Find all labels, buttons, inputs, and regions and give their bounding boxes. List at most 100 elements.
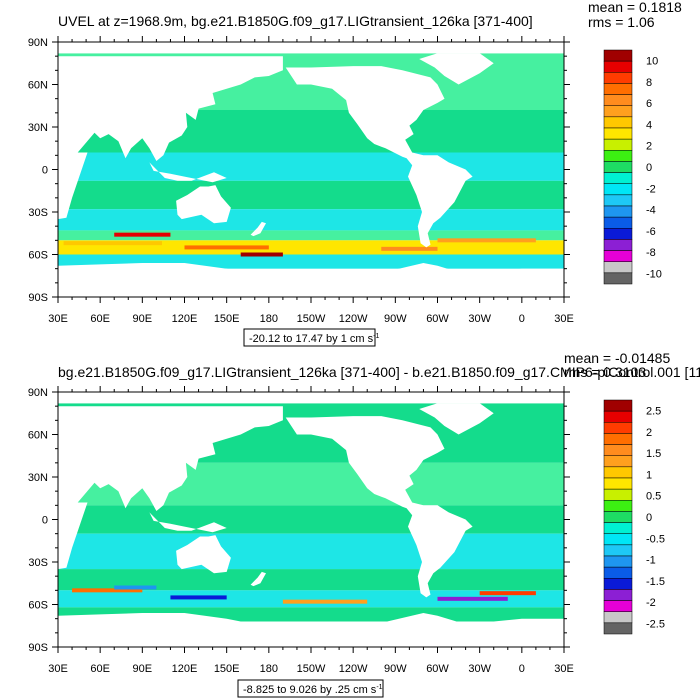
lon-tick-label: 60E	[90, 663, 110, 675]
lat-tick-label: 30N	[28, 472, 48, 484]
colorbar-swatch	[603, 455, 633, 468]
colorbar-label: 2	[646, 427, 652, 439]
land-mask	[176, 185, 231, 224]
lat-tick-label: 60N	[28, 430, 48, 442]
colorbar-swatch	[603, 399, 633, 412]
lat-tick-label: 30N	[28, 122, 48, 134]
lon-tick-label: 90W	[384, 313, 407, 325]
current-streak	[479, 591, 536, 596]
colorbar-swatch	[603, 49, 633, 62]
colorbar-label: 4	[646, 119, 652, 131]
colorbar-swatch	[603, 622, 633, 635]
colorbar-label: -4	[646, 205, 656, 217]
current-streak	[170, 595, 227, 600]
colorbar-label: 1.5	[646, 448, 661, 460]
colorbar-swatch	[603, 239, 633, 251]
lat-tick-label: 0	[42, 165, 48, 177]
range-label: -20.12 to 17.47 by 1 cm s	[249, 333, 374, 345]
land-mask	[58, 56, 283, 220]
colorbar-label: 2	[646, 141, 652, 153]
ocean-band	[58, 505, 564, 534]
land-mask	[149, 162, 227, 183]
panel-title: UVEL at z=1968.9m, bg.e21.B1850G.f09_g17…	[58, 13, 533, 29]
lat-tick-label: 0	[42, 515, 48, 527]
colorbar-swatch	[603, 83, 633, 95]
lon-tick-label: 120E	[172, 663, 198, 675]
lon-tick-label: 150E	[214, 313, 240, 325]
lon-tick-label: 30E	[48, 313, 68, 325]
colorbar-swatch	[603, 72, 633, 84]
colorbar-swatch	[603, 194, 633, 207]
colorbar-label: 0	[646, 512, 652, 524]
lon-tick-label: 30W	[468, 663, 491, 675]
current-streak	[296, 249, 410, 254]
stat-rms: rms = 0.3103	[564, 364, 646, 380]
lon-tick-label: 90E	[133, 313, 153, 325]
colorbar-label: 8	[646, 77, 652, 89]
range-box: -20.12 to 17.47 by 1 cm s-1	[243, 328, 379, 347]
range-label: -8.825 to 9.026 by .25 cm s	[243, 684, 377, 696]
stat-mean: mean = -0.01485	[564, 350, 670, 366]
land-mask	[419, 403, 494, 435]
land-mask	[58, 392, 564, 404]
land-mask	[58, 406, 283, 570]
current-streak	[282, 599, 368, 604]
map-area	[57, 391, 565, 648]
colorbar-label: -2.5	[646, 618, 665, 630]
ocean-field	[58, 392, 564, 647]
current-streak	[184, 245, 269, 250]
colorbar-swatch	[603, 116, 633, 129]
colorbar-swatch	[603, 566, 633, 579]
colorbar: 10 8 6 4 2 0 -2 -4 -6 -8 -10	[603, 49, 662, 285]
lon-tick-label: 180	[260, 663, 278, 675]
svg-text:-8.825 to 9.026 by .25 cm s-1: -8.825 to 9.026 by .25 cm s-1	[243, 684, 383, 696]
colorbar-label: 10	[646, 56, 658, 68]
colorbar-label: -10	[646, 268, 662, 280]
lon-tick-label: 90W	[384, 663, 407, 675]
colorbar-label: -2	[646, 183, 656, 195]
colorbar-swatch	[603, 216, 633, 229]
colorbar-swatch	[603, 272, 633, 285]
lat-tick-label: 60S	[28, 600, 48, 612]
range-unit-sup: -1	[373, 333, 379, 340]
colorbar-label: 0	[646, 162, 652, 174]
lon-tick-label: 120E	[172, 313, 198, 325]
colorbar-swatch	[603, 433, 633, 445]
land-mask	[250, 571, 266, 587]
colorbar-swatch	[603, 511, 633, 523]
current-streak	[240, 252, 283, 257]
colorbar-swatch	[603, 205, 633, 218]
colorbar-swatch	[603, 161, 633, 173]
colorbar-swatch	[603, 422, 633, 434]
lon-tick-label: 30E	[554, 313, 574, 325]
lat-tick-label: 90N	[28, 37, 48, 49]
lon-tick-label: 60E	[90, 313, 110, 325]
ocean-band	[58, 533, 564, 570]
land-mask	[149, 512, 227, 533]
current-streak	[114, 585, 157, 590]
land-mask	[419, 53, 494, 85]
ocean-field	[58, 42, 564, 297]
colorbar-label: -0.5	[646, 533, 665, 545]
lon-tick-label: 180	[260, 313, 278, 325]
current-streak	[437, 596, 508, 601]
lon-tick-label: 60W	[426, 663, 449, 675]
ocean-band	[58, 240, 564, 255]
colorbar-swatch	[603, 150, 633, 162]
lat-tick-label: 90S	[28, 642, 48, 654]
colorbar-swatch	[603, 533, 633, 546]
colorbar-label: -2	[646, 597, 656, 609]
lon-axis: 30E 60E 90E 120E 150E 180 150W 120W 90W 60W 30W 0 30…	[48, 36, 574, 325]
colorbar-swatch	[603, 611, 633, 624]
colorbar-label: -1.5	[646, 576, 665, 588]
land-mask	[285, 66, 473, 248]
current-streak	[72, 588, 143, 593]
lon-tick-label: 150W	[297, 313, 326, 325]
colorbar-swatch	[603, 544, 633, 557]
lat-tick-label: 60N	[28, 80, 48, 92]
current-streak	[437, 238, 536, 243]
lat-axis: 90N 60N 30N 0 30S 60S 90S	[28, 37, 570, 304]
colorbar-swatch	[603, 228, 633, 240]
current-streak	[114, 232, 171, 237]
land-mask	[250, 221, 266, 237]
